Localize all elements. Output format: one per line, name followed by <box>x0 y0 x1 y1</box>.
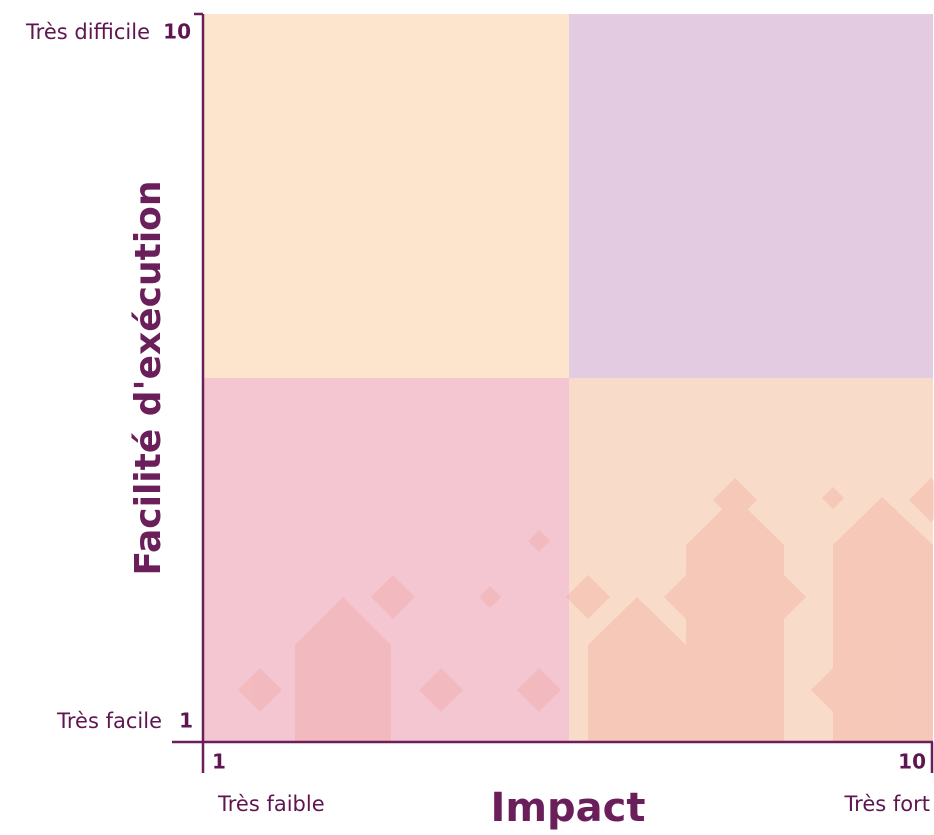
y-top-label: Très difficile <box>25 20 150 44</box>
x-right-label: Très fort <box>843 792 930 816</box>
x-right-value: 10 <box>898 750 926 774</box>
quadrant-top-right <box>569 14 933 378</box>
y-axis-title: Facilité d'exécution <box>128 180 169 575</box>
x-left-value: 1 <box>212 750 226 774</box>
y-bottom-label: Très facile <box>56 709 162 733</box>
quadrant-top-left <box>203 14 569 378</box>
y-bottom-value: 1 <box>179 709 193 733</box>
y-top-value: 10 <box>163 20 191 44</box>
matrix-diagram: Très difficile 10 Très facile 1 Facilité… <box>0 0 934 835</box>
x-left-label: Très faible <box>217 792 325 816</box>
x-axis-title: Impact <box>490 785 645 831</box>
